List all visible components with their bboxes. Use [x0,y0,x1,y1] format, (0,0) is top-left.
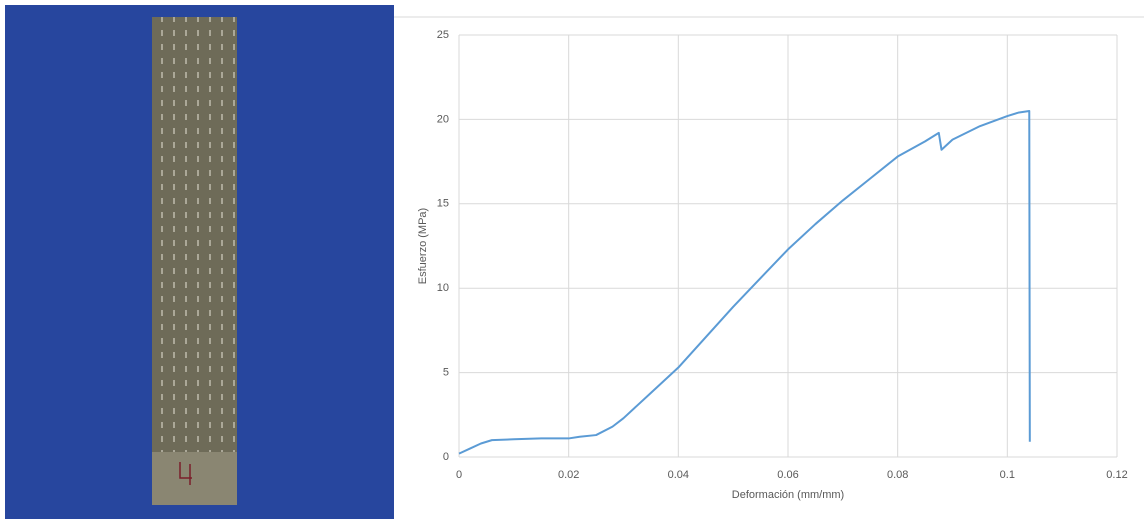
specimen-mark [179,462,192,485]
y-tick-label: 5 [443,367,449,379]
x-tick-label: 0.12 [1106,469,1127,481]
x-tick-label: 0 [456,469,462,481]
y-tick-label: 20 [437,113,449,125]
y-tick-label: 15 [437,198,449,210]
x-tick-label: 0.08 [887,469,908,481]
data-line [458,109,1031,455]
x-axis-title: Deformación (mm/mm) [732,489,844,501]
y-tick-label: 10 [437,282,449,294]
x-tick-label: 0.1 [1000,469,1015,481]
y-tick-label: 25 [437,29,449,41]
x-tick-label: 0.04 [668,469,689,481]
specimen-tab [152,452,237,505]
specimen-weave [152,17,237,452]
y-tick-label: 0 [443,451,449,463]
x-tick-label: 0.06 [777,469,798,481]
specimen-photo [5,5,394,519]
x-tick-label: 0.02 [558,469,579,481]
y-axis-title: Esfuerzo (MPa) [417,208,429,284]
